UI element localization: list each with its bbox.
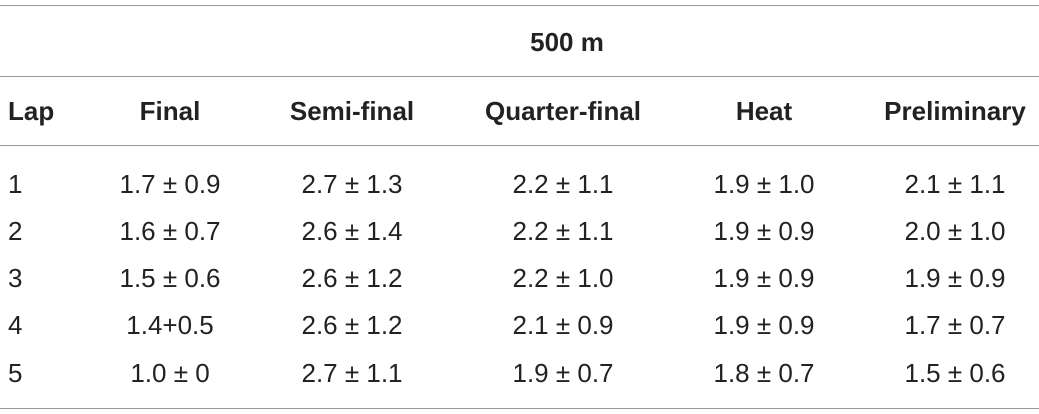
lap-number: 2 xyxy=(8,216,23,246)
bottom-rule xyxy=(0,408,1039,409)
table-cell: 2.2 ± 1.0 xyxy=(512,263,614,293)
table-cell: 2.2 ± 1.1 xyxy=(512,216,614,246)
table-cell: 2.6 ± 1.4 xyxy=(301,216,403,246)
group-header: 500 m xyxy=(530,27,604,57)
column-header: Preliminary xyxy=(884,96,1026,126)
table-cell: 2.1 ± 0.9 xyxy=(512,310,614,340)
table-cell: 1.9 ± 0.9 xyxy=(904,263,1006,293)
group-rule xyxy=(0,76,1039,77)
table-cell: 1.6 ± 0.7 xyxy=(119,216,221,246)
table-cell: 2.2 ± 1.1 xyxy=(512,169,614,199)
table-cell: 2.6 ± 1.2 xyxy=(301,263,403,293)
column-header: Final xyxy=(139,96,201,126)
table-cell: 2.1 ± 1.1 xyxy=(904,169,1006,199)
lap-number: 1 xyxy=(8,169,23,199)
table-cell: 1.9 ± 0.9 xyxy=(713,263,815,293)
lap-number: 4 xyxy=(8,310,23,340)
table-cell: 1.4+0.5 xyxy=(126,310,214,340)
column-header: Lap xyxy=(8,96,55,126)
lap-number: 5 xyxy=(8,358,23,388)
lap-number: 3 xyxy=(8,263,23,293)
header-rule xyxy=(0,145,1039,146)
table-cell: 1.9 ± 0.9 xyxy=(713,310,815,340)
table-cell: 1.9 ± 0.7 xyxy=(512,358,614,388)
table-cell: 1.8 ± 0.7 xyxy=(713,358,815,388)
table-cell: 1.5 ± 0.6 xyxy=(904,358,1006,388)
column-header: Quarter-final xyxy=(484,96,642,126)
table-cell: 2.6 ± 1.2 xyxy=(301,310,403,340)
table-cell: 1.7 ± 0.7 xyxy=(904,310,1006,340)
table-cell: 1.0 ± 0 xyxy=(130,358,210,388)
column-header: Semi-final xyxy=(289,96,415,126)
table-cell: 2.7 ± 1.1 xyxy=(301,358,403,388)
table-cell: 1.7 ± 0.9 xyxy=(119,169,221,199)
column-header: Heat xyxy=(735,96,793,126)
table-cell: 1.9 ± 0.9 xyxy=(713,216,815,246)
table-cell: 2.7 ± 1.3 xyxy=(301,169,403,199)
table-cell: 2.0 ± 1.0 xyxy=(904,216,1006,246)
table-cell: 1.9 ± 1.0 xyxy=(713,169,815,199)
table-cell: 1.5 ± 0.6 xyxy=(119,263,221,293)
top-rule xyxy=(0,5,1039,6)
